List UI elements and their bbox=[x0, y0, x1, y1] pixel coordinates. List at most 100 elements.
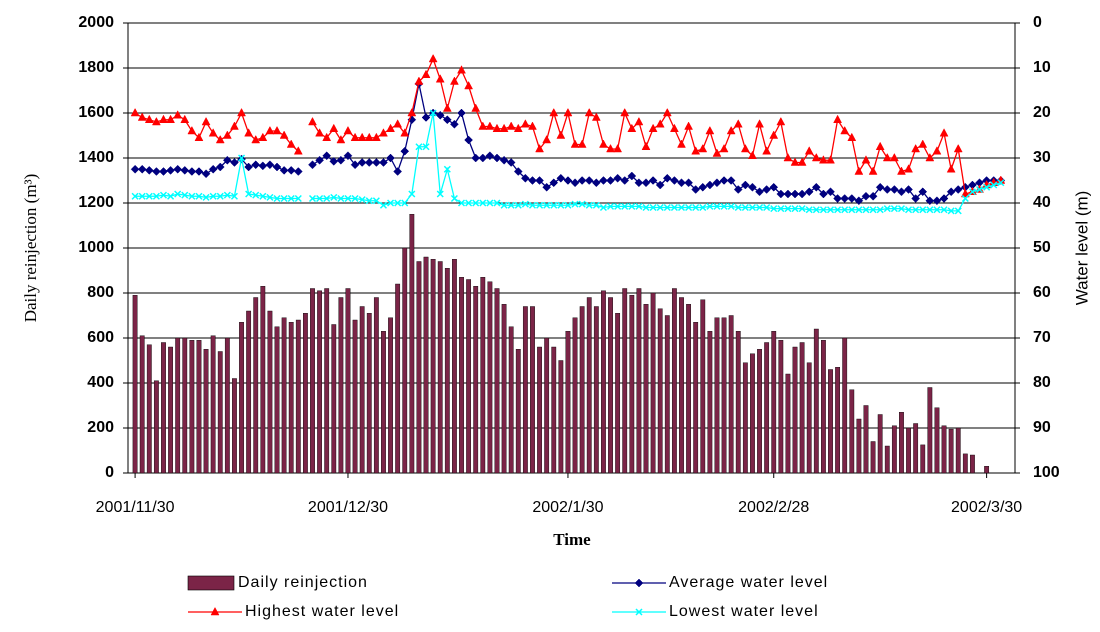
marker bbox=[279, 130, 289, 139]
marker bbox=[472, 199, 480, 207]
marker bbox=[372, 158, 381, 167]
marker bbox=[698, 182, 708, 192]
bar bbox=[537, 346, 542, 474]
bar bbox=[359, 306, 365, 474]
marker bbox=[777, 205, 785, 213]
marker bbox=[393, 167, 403, 176]
marker bbox=[316, 194, 324, 203]
bar bbox=[551, 346, 557, 474]
marker bbox=[393, 119, 403, 128]
marker bbox=[861, 155, 871, 164]
marker bbox=[713, 202, 721, 210]
marker bbox=[755, 119, 764, 128]
bar bbox=[955, 427, 961, 474]
marker bbox=[804, 146, 814, 155]
marker bbox=[889, 152, 899, 162]
marker bbox=[435, 110, 445, 120]
marker bbox=[167, 192, 175, 200]
marker bbox=[343, 125, 353, 135]
marker bbox=[826, 155, 835, 164]
marker bbox=[152, 192, 160, 200]
marker bbox=[210, 606, 220, 616]
marker bbox=[769, 182, 779, 192]
marker bbox=[570, 178, 580, 188]
marker bbox=[464, 135, 473, 145]
bar bbox=[643, 304, 649, 474]
legend-label: Lowest water level bbox=[669, 603, 819, 620]
marker bbox=[251, 160, 261, 170]
marker bbox=[591, 178, 601, 188]
marker bbox=[954, 207, 962, 215]
bar bbox=[579, 306, 585, 474]
legend-item: Daily reinjection bbox=[187, 574, 367, 591]
marker bbox=[528, 176, 537, 185]
bar bbox=[324, 288, 330, 474]
marker bbox=[805, 206, 813, 214]
marker bbox=[769, 130, 779, 139]
marker bbox=[322, 151, 332, 161]
marker bbox=[712, 178, 722, 188]
bar bbox=[764, 342, 770, 474]
marker bbox=[699, 203, 707, 212]
marker bbox=[401, 199, 409, 207]
marker bbox=[698, 143, 708, 153]
marker bbox=[442, 115, 452, 125]
marker bbox=[180, 114, 190, 123]
marker bbox=[195, 192, 203, 200]
marker bbox=[244, 162, 253, 172]
marker bbox=[173, 164, 183, 174]
legend-item: Lowest water level bbox=[612, 603, 819, 620]
marker bbox=[627, 171, 637, 181]
bar bbox=[416, 261, 422, 474]
marker bbox=[606, 176, 615, 185]
y-tick-label: 200 bbox=[87, 419, 114, 436]
legend-item: Average water level bbox=[612, 574, 827, 591]
marker bbox=[208, 164, 218, 174]
marker bbox=[528, 201, 537, 209]
marker bbox=[230, 192, 238, 200]
bar-series bbox=[132, 214, 990, 474]
bar bbox=[544, 337, 550, 474]
bar bbox=[501, 304, 507, 474]
marker bbox=[599, 203, 607, 212]
marker bbox=[983, 183, 991, 191]
bar bbox=[664, 315, 670, 474]
bar bbox=[508, 326, 514, 474]
bar bbox=[622, 288, 628, 474]
marker bbox=[280, 194, 288, 203]
bar bbox=[480, 277, 486, 474]
marker bbox=[649, 203, 657, 212]
bar bbox=[430, 259, 436, 474]
marker bbox=[762, 185, 771, 194]
bar bbox=[601, 290, 606, 474]
marker bbox=[308, 116, 317, 126]
marker bbox=[840, 194, 850, 203]
marker bbox=[513, 167, 523, 176]
marker bbox=[394, 199, 402, 207]
marker bbox=[783, 189, 793, 199]
marker bbox=[854, 166, 864, 175]
marker bbox=[692, 203, 700, 212]
marker bbox=[550, 201, 558, 209]
marker bbox=[387, 199, 395, 207]
x-axis-title: Time bbox=[553, 530, 591, 549]
bar bbox=[835, 367, 841, 474]
marker bbox=[620, 176, 630, 185]
y-tick-label: 1000 bbox=[78, 239, 114, 256]
marker bbox=[564, 201, 572, 209]
y-tick-label: 1800 bbox=[78, 59, 114, 76]
marker bbox=[187, 167, 197, 176]
marker bbox=[521, 173, 530, 183]
marker bbox=[918, 139, 928, 148]
marker bbox=[329, 157, 339, 166]
bar bbox=[785, 373, 791, 474]
bar bbox=[686, 304, 691, 474]
bar bbox=[671, 288, 677, 474]
marker bbox=[875, 141, 885, 150]
marker bbox=[293, 146, 303, 155]
marker bbox=[259, 192, 267, 200]
marker bbox=[592, 201, 600, 209]
marker bbox=[286, 166, 296, 175]
y-tick-label: 1600 bbox=[78, 104, 114, 121]
marker bbox=[499, 123, 509, 132]
